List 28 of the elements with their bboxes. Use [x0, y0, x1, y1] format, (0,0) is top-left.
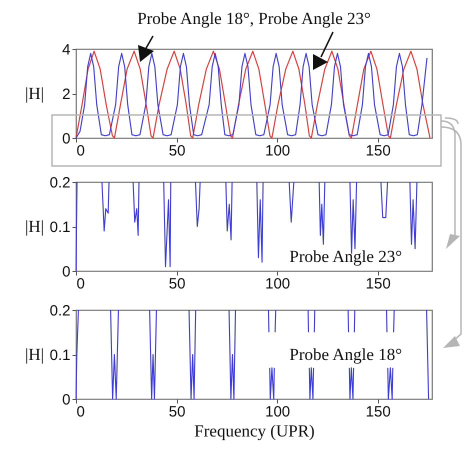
- x-tick-label: 100: [265, 404, 290, 420]
- x-tick-label: 150: [366, 276, 391, 292]
- x-tick-label: 100: [265, 142, 290, 160]
- annotation: Probe Angle 18°: [289, 345, 402, 364]
- x-tick-label: 150: [366, 142, 391, 160]
- y-tick-label: 0: [62, 130, 70, 148]
- y-tick-label: 0: [62, 264, 70, 280]
- x-tick-label: 50: [168, 276, 186, 292]
- y-axis-title: |H|: [24, 217, 44, 236]
- chart-title: Probe Angle 18°, Probe Angle 23°: [137, 9, 371, 28]
- x-axis-title: Frequency (UPR): [194, 422, 315, 440]
- x-tick-label: 150: [366, 404, 391, 420]
- y-tick-label: 0.1: [50, 219, 70, 236]
- y-tick-label: 0: [62, 392, 70, 408]
- y-axis-title: |H|: [24, 345, 44, 364]
- y-tick-label: 0.2: [50, 174, 70, 192]
- x-tick-label: 0: [76, 276, 85, 292]
- x-tick-label: 100: [265, 276, 290, 292]
- x-tick-label: 50: [168, 142, 186, 160]
- x-tick-label: 0: [76, 404, 85, 420]
- y-tick-label: 4: [62, 42, 70, 58]
- y-axis-title: |H|: [24, 84, 44, 103]
- x-tick-label: 50: [168, 404, 186, 420]
- y-tick-label: 2: [62, 86, 70, 103]
- annotation: Probe Angle 23°: [289, 247, 402, 266]
- x-tick-label: 0: [76, 142, 85, 160]
- y-tick-label: 0.1: [50, 347, 70, 364]
- y-tick-label: 0.2: [50, 302, 70, 320]
